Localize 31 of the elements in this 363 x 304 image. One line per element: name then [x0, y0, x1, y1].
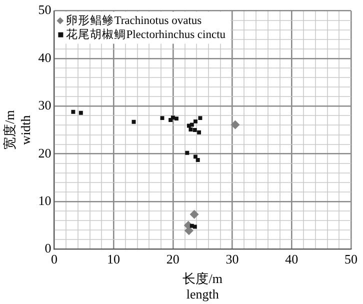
y-axis-title: 宽度/m width: [2, 110, 33, 150]
point: [170, 116, 175, 120]
point: [197, 130, 202, 134]
point: [198, 116, 202, 120]
x-tick-label: 10: [107, 251, 120, 266]
point: [186, 124, 191, 128]
point: [193, 154, 198, 159]
point: [174, 116, 178, 121]
y-tick-label: 10: [38, 192, 52, 208]
point: [185, 150, 190, 155]
x-tick-label: 30: [226, 251, 239, 266]
point: [190, 210, 199, 219]
legend-label: 卵形鲳鲹Trachinotus ovatus: [66, 14, 202, 27]
x-tick-label: 40: [285, 251, 298, 266]
x-tick-label: 50: [344, 251, 358, 266]
y-tick-label: 0: [44, 240, 52, 256]
point: [71, 110, 76, 114]
y-tick-label: 30: [38, 98, 52, 113]
x-tick-label: 20: [166, 251, 180, 266]
y-tick-label: 50: [38, 2, 52, 18]
point: [192, 224, 197, 229]
point: [230, 120, 240, 130]
point: [188, 128, 193, 132]
point: [196, 158, 200, 162]
y-tick-label: 20: [38, 145, 52, 160]
point: [193, 119, 198, 124]
point: [192, 128, 197, 132]
point: [78, 110, 83, 115]
x-axis-title: 长度/m length: [182, 271, 222, 302]
legend-label: 花尾胡椒鲷Plectorhinchus cinctu: [66, 28, 226, 41]
y-tick-label: 40: [38, 50, 52, 65]
